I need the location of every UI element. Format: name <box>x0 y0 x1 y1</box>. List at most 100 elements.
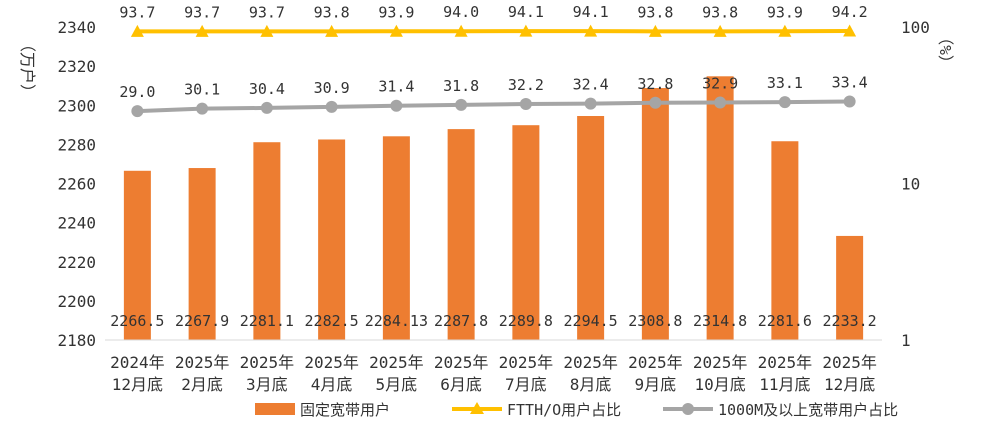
line-data-label: 93.8 <box>702 3 738 21</box>
line-data-label: 30.1 <box>184 81 220 99</box>
legend: 固定宽带用户 FTTH/O用户占比 1000M及以上宽带用户占比 <box>255 401 898 419</box>
y-right-tick-label: 100 <box>901 18 930 37</box>
bar-data-label: 2281.6 <box>758 312 812 330</box>
bar <box>318 139 346 340</box>
line-marker <box>519 24 533 37</box>
y-left-tick-label: 2320 <box>57 57 96 76</box>
y-right-tick-label: 10 <box>901 175 920 194</box>
line-marker <box>130 24 144 37</box>
line-data-label: 32.9 <box>702 75 738 93</box>
bar-data-label: 2284.13 <box>365 312 428 330</box>
bar-data-label: 2287.8 <box>434 312 488 330</box>
line-data-label: 93.7 <box>249 3 285 21</box>
line-data-label: 33.1 <box>767 74 803 92</box>
bar <box>512 125 540 340</box>
x-tick-label: 3月底 <box>246 375 288 394</box>
x-tick-label: 7月底 <box>505 375 547 394</box>
legend-label: 固定宽带用户 <box>300 401 390 419</box>
line-data-label: 32.8 <box>637 75 673 93</box>
y-left-tick-label: 2260 <box>57 175 96 194</box>
line-data-label: 30.9 <box>314 79 350 97</box>
x-tick-label: 5月底 <box>376 375 418 394</box>
x-tick-label: 9月底 <box>635 375 677 394</box>
x-tick-label: 2025年 <box>499 353 554 372</box>
line-marker <box>519 98 532 111</box>
bar <box>382 136 410 340</box>
bar-data-label: 2282.5 <box>305 312 359 330</box>
line-marker <box>454 24 468 37</box>
y-left-tick-label: 2220 <box>57 253 96 272</box>
legend-marker <box>470 402 484 414</box>
line-marker <box>390 99 403 112</box>
line-marker <box>260 24 274 37</box>
y-left-tick-label: 2180 <box>57 331 96 350</box>
y-left-tick-label: 2300 <box>57 96 96 115</box>
line-marker <box>584 97 597 110</box>
x-tick-label: 2025年 <box>175 353 230 372</box>
y-left-axis-label: （万户） <box>18 36 37 100</box>
line-data-label: 94.1 <box>508 3 544 21</box>
x-tick-label: 2025年 <box>434 353 489 372</box>
x-tick-label: 2月底 <box>181 375 223 394</box>
line-data-label: 32.2 <box>508 76 544 94</box>
x-tick-label: 6月底 <box>440 375 482 394</box>
line-data-label: 93.8 <box>314 3 350 21</box>
line-series-group <box>130 24 857 118</box>
line-data-label: 32.4 <box>573 76 609 94</box>
y-left-tick-label: 2200 <box>57 292 96 311</box>
x-tick-label: 2025年 <box>822 353 877 372</box>
line-marker <box>843 24 857 37</box>
x-tick-label: 2025年 <box>693 353 748 372</box>
line-marker <box>649 96 662 109</box>
bar-data-label: 2281.1 <box>240 312 294 330</box>
line-marker <box>714 96 727 109</box>
x-tick-label: 2025年 <box>369 353 424 372</box>
line-data-label: 93.8 <box>637 3 673 21</box>
line-marker <box>195 24 209 37</box>
bar-data-label: 2266.5 <box>110 312 164 330</box>
bar <box>706 76 734 341</box>
x-tick-label: 10月底 <box>694 375 745 394</box>
bar <box>447 129 475 340</box>
line-data-label: 30.4 <box>249 80 285 98</box>
line-data-label: 93.9 <box>767 3 803 21</box>
line-marker <box>196 102 209 115</box>
x-tick-label: 11月底 <box>759 375 810 394</box>
bar-data-label: 2233.2 <box>823 312 877 330</box>
bar <box>188 168 216 340</box>
line-marker <box>260 101 273 114</box>
bar-series-fixed-broadband <box>123 76 864 341</box>
legend-label: FTTH/O用户占比 <box>507 401 621 419</box>
y-right-axis: 1 10 100 <box>901 18 930 350</box>
bar <box>577 116 605 341</box>
line-data-label: 29.0 <box>119 83 155 101</box>
legend-swatch-bar <box>255 403 295 415</box>
line-data-label: 93.7 <box>184 3 220 21</box>
bar <box>836 235 864 340</box>
line-marker <box>325 100 338 113</box>
line-marker <box>778 96 791 109</box>
line-data-label: 94.2 <box>832 3 868 21</box>
x-tick-label: 12月底 <box>112 375 163 394</box>
line-data-label: 94.0 <box>443 3 479 21</box>
line-marker <box>713 24 727 37</box>
x-axis: 2024年 12月底 2025年 2月底 2025年 3月底 2025年 4月底 2025年 5月… <box>105 339 882 394</box>
data-labels: 93.7 93.7 93.7 93.8 93.9 94.0 94.1 94.1 93.8 93.8… <box>110 3 876 330</box>
line-data-label: 31.8 <box>443 77 479 95</box>
y-right-tick-label: 1 <box>901 331 911 350</box>
line-data-label: 93.9 <box>378 3 414 21</box>
x-tick-label: 2025年 <box>240 353 295 372</box>
legend-label: 1000M及以上宽带用户占比 <box>718 401 898 419</box>
bar-data-label: 2314.8 <box>693 312 747 330</box>
bar <box>771 141 799 340</box>
x-tick-label: 12月底 <box>824 375 875 394</box>
legend-marker <box>682 403 694 415</box>
bar-data-label: 2294.5 <box>564 312 618 330</box>
line-data-label: 31.4 <box>378 78 414 96</box>
line-marker <box>455 98 468 111</box>
y-left-tick-label: 2240 <box>57 214 96 233</box>
line-marker <box>389 24 403 37</box>
bar <box>123 170 151 340</box>
y-left-tick-label: 2340 <box>57 18 96 37</box>
